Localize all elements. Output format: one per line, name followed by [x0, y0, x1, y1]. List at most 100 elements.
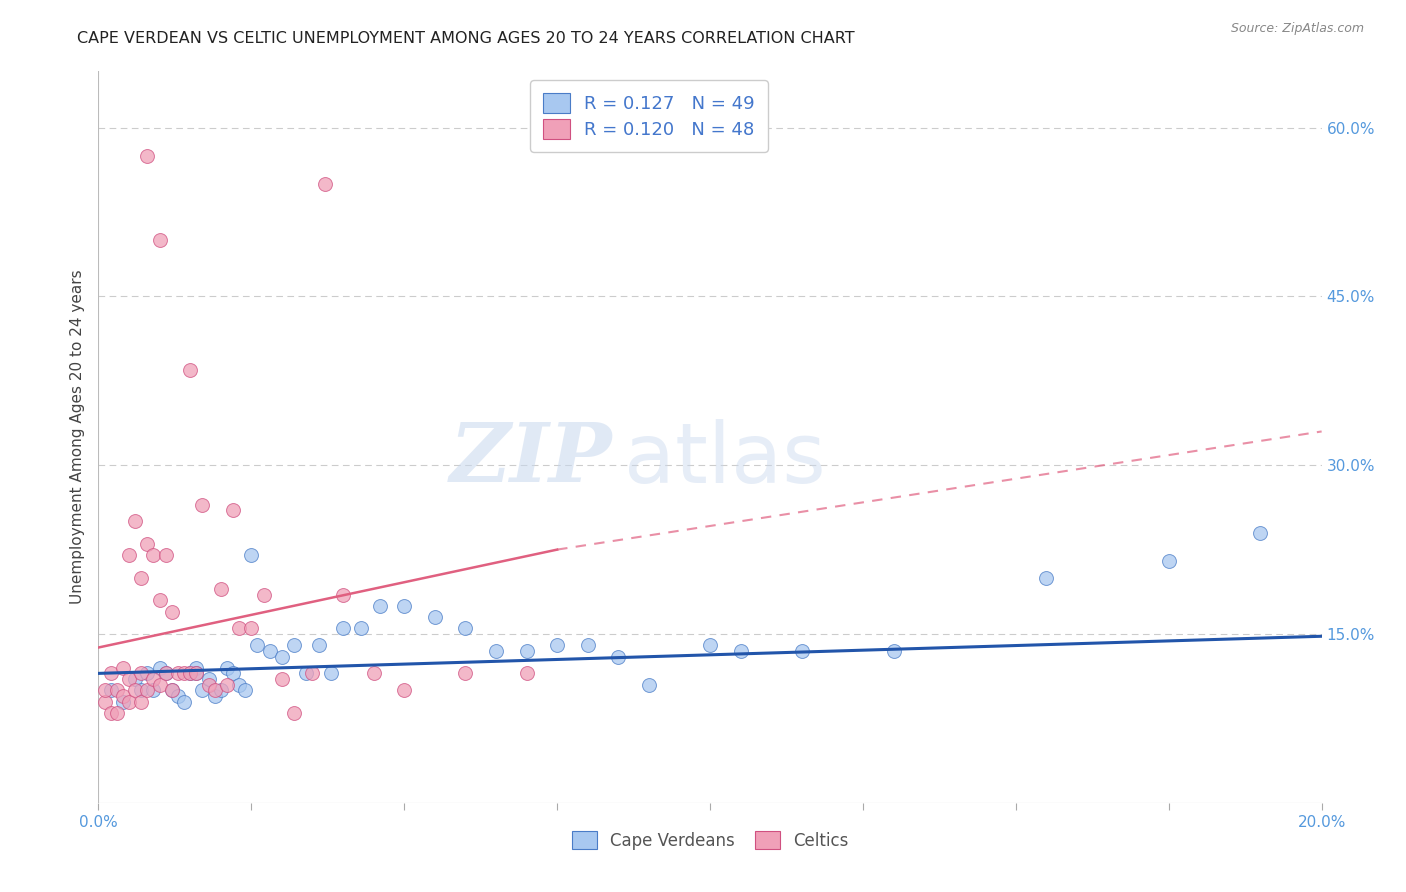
Point	[149, 661, 172, 675]
Point	[124, 515, 146, 529]
Point	[392, 599, 416, 613]
Point	[883, 644, 905, 658]
Point	[155, 666, 177, 681]
Point	[129, 666, 152, 681]
Point	[173, 666, 195, 681]
Point	[93, 694, 115, 708]
Point	[100, 706, 122, 720]
Point	[516, 644, 538, 658]
Text: ZIP: ZIP	[450, 419, 612, 499]
Point	[160, 683, 183, 698]
Point	[332, 621, 354, 635]
Point	[149, 233, 172, 247]
Point	[209, 683, 232, 698]
Point	[363, 666, 385, 681]
Point	[270, 672, 292, 686]
Point	[186, 666, 208, 681]
Point	[228, 678, 250, 692]
Point	[1249, 525, 1271, 540]
Point	[149, 678, 172, 692]
Point	[136, 537, 159, 551]
Point	[111, 661, 134, 675]
Point	[136, 149, 159, 163]
Point	[699, 638, 721, 652]
Point	[142, 672, 165, 686]
Point	[100, 683, 122, 698]
Point	[454, 666, 477, 681]
Point	[283, 638, 305, 652]
Point	[392, 683, 416, 698]
Point	[1157, 554, 1180, 568]
Text: CAPE VERDEAN VS CELTIC UNEMPLOYMENT AMONG AGES 20 TO 24 YEARS CORRELATION CHART: CAPE VERDEAN VS CELTIC UNEMPLOYMENT AMON…	[77, 31, 855, 46]
Point	[179, 362, 201, 376]
Point	[332, 588, 354, 602]
Point	[215, 678, 238, 692]
Point	[124, 683, 146, 698]
Point	[167, 689, 190, 703]
Point	[100, 666, 122, 681]
Point	[240, 548, 263, 562]
Point	[222, 503, 245, 517]
Point	[295, 666, 318, 681]
Text: atlas: atlas	[624, 418, 827, 500]
Point	[1035, 571, 1057, 585]
Point	[576, 638, 599, 652]
Point	[204, 689, 226, 703]
Point	[149, 593, 172, 607]
Point	[160, 683, 183, 698]
Point	[118, 548, 141, 562]
Point	[186, 661, 208, 675]
Point	[790, 644, 813, 658]
Point	[167, 666, 190, 681]
Point	[197, 678, 219, 692]
Point	[228, 621, 250, 635]
Point	[319, 666, 342, 681]
Point	[191, 683, 214, 698]
Point	[546, 638, 568, 652]
Y-axis label: Unemployment Among Ages 20 to 24 years: Unemployment Among Ages 20 to 24 years	[69, 269, 84, 605]
Point	[179, 666, 201, 681]
Point	[118, 694, 141, 708]
Point	[111, 689, 134, 703]
Point	[215, 661, 238, 675]
Point	[155, 548, 177, 562]
Point	[204, 683, 226, 698]
Point	[637, 678, 661, 692]
Point	[308, 638, 330, 652]
Point	[129, 571, 152, 585]
Point	[93, 683, 115, 698]
Point	[160, 605, 183, 619]
Point	[314, 177, 336, 191]
Point	[240, 621, 263, 635]
Text: Source: ZipAtlas.com: Source: ZipAtlas.com	[1230, 22, 1364, 36]
Point	[173, 694, 195, 708]
Point	[350, 621, 373, 635]
Point	[252, 588, 274, 602]
Point	[607, 649, 630, 664]
Point	[179, 666, 201, 681]
Legend: Cape Verdeans, Celtics: Cape Verdeans, Celtics	[565, 824, 855, 856]
Point	[105, 706, 128, 720]
Point	[129, 683, 152, 698]
Point	[124, 672, 146, 686]
Point	[155, 666, 177, 681]
Point	[516, 666, 538, 681]
Point	[136, 666, 159, 681]
Point	[222, 666, 245, 681]
Point	[233, 683, 256, 698]
Point	[454, 621, 477, 635]
Point	[105, 683, 128, 698]
Point	[186, 666, 208, 681]
Point	[246, 638, 269, 652]
Point	[730, 644, 752, 658]
Point	[259, 644, 281, 658]
Point	[301, 666, 323, 681]
Point	[368, 599, 391, 613]
Point	[111, 694, 134, 708]
Point	[129, 694, 152, 708]
Point	[423, 610, 446, 624]
Point	[142, 548, 165, 562]
Point	[485, 644, 508, 658]
Point	[118, 672, 141, 686]
Point	[270, 649, 292, 664]
